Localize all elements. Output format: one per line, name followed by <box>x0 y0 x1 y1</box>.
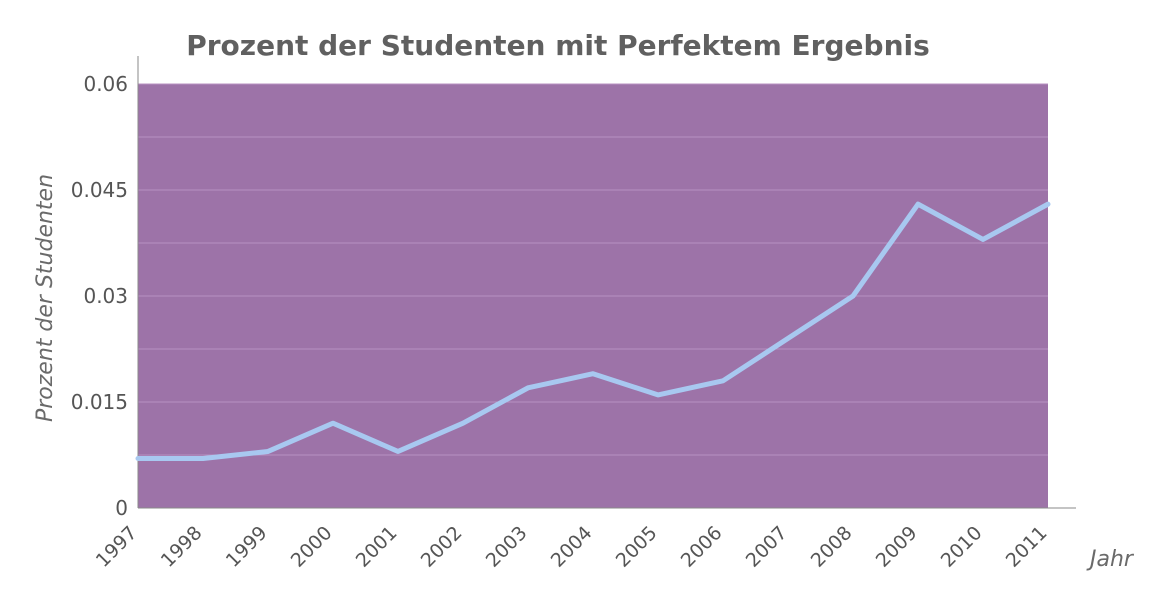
x-tick-label: 2005 <box>612 522 662 572</box>
x-tick-label: 1998 <box>157 522 207 572</box>
x-tick-label: 2009 <box>872 522 922 572</box>
x-tick-label: 2006 <box>677 522 727 572</box>
series-line <box>135 201 1051 462</box>
x-tick-labels: 1997 1998 1999 2000 2001 2002 2003 2004 2005 2006… <box>92 522 1052 572</box>
y-tick-labels: 0 0.015 0.03 0.045 0.06 <box>71 72 128 520</box>
x-tick-label: 2003 <box>482 522 532 572</box>
x-tick-label: 1999 <box>222 522 272 572</box>
x-tick-label: 1997 <box>92 522 142 572</box>
x-tick-label: 2008 <box>807 522 857 572</box>
y-tick-label: 0.015 <box>71 390 128 414</box>
y-tick-label: 0.045 <box>71 178 128 202</box>
y-tick-label: 0.06 <box>83 72 128 96</box>
series-group <box>135 201 1051 462</box>
x-tick-label: 2010 <box>937 522 987 572</box>
y-axis-label: Prozent der Studenten <box>33 174 58 422</box>
x-tick-label: 2004 <box>547 522 597 572</box>
x-tick-label: 2001 <box>352 522 402 572</box>
x-tick-label: 2007 <box>742 522 792 572</box>
grid-lines <box>138 83 1048 456</box>
x-tick-label: 2000 <box>287 522 337 572</box>
chart-title: Prozent der Studenten mit Perfektem Erge… <box>186 29 930 62</box>
x-axis-label: Jahr <box>1086 547 1135 572</box>
x-tick-label: 2002 <box>417 522 467 572</box>
y-tick-label: 0 <box>115 496 128 520</box>
y-tick-label: 0.03 <box>83 284 128 308</box>
x-tick-label: 2011 <box>1002 522 1052 572</box>
